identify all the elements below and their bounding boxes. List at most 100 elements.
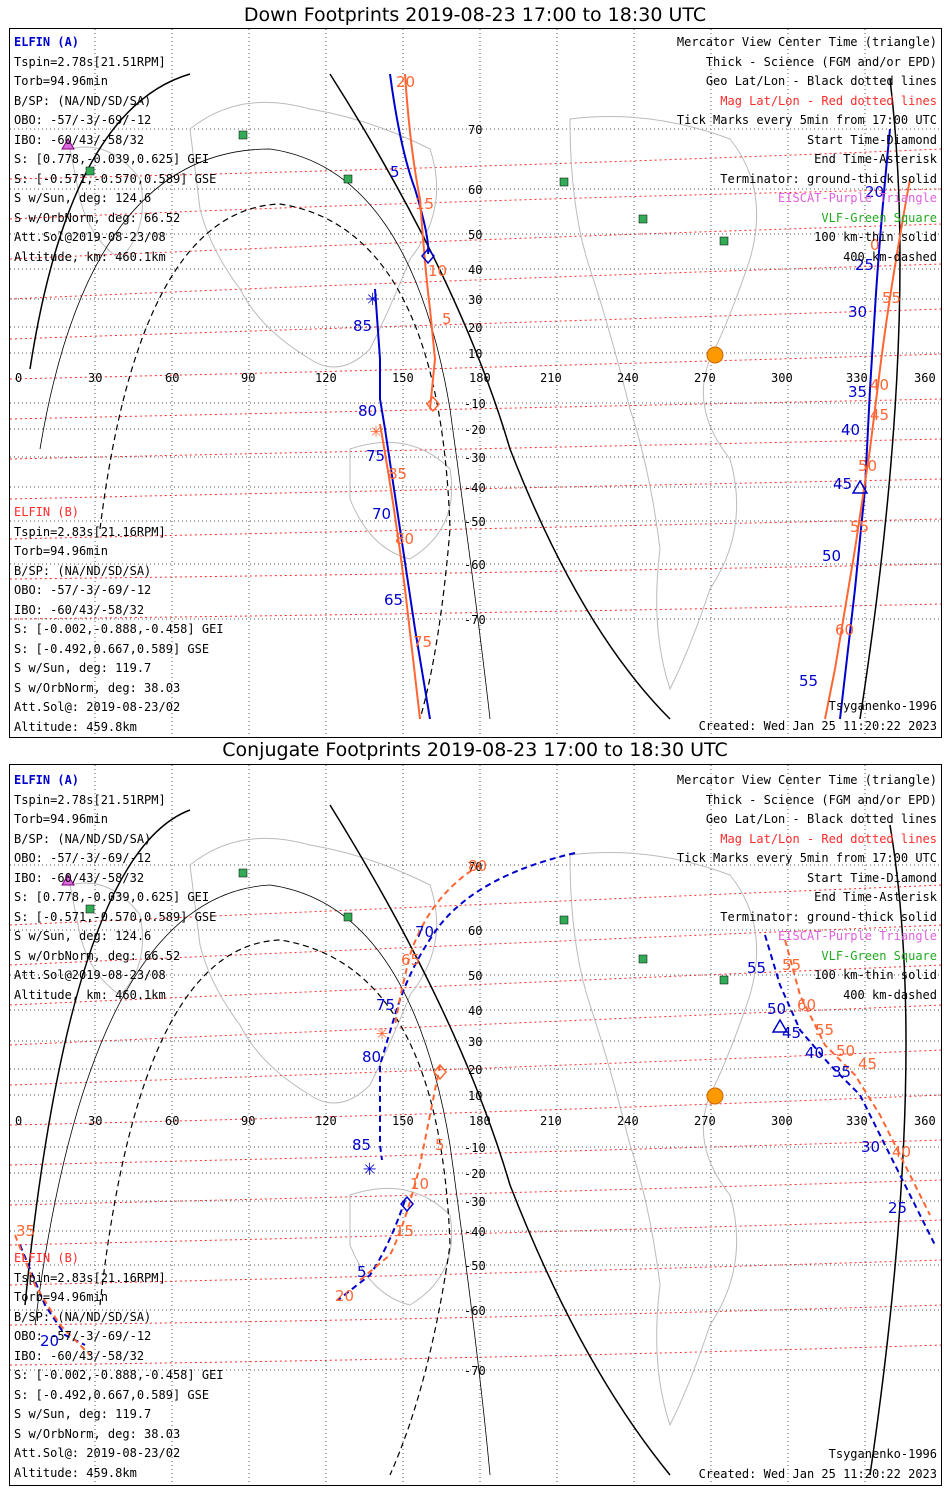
lat-tick: -50 (464, 1259, 486, 1273)
lat-tick: 20 (468, 1063, 482, 1077)
mag-grid (10, 884, 941, 1366)
lat-tick: 40 (468, 1004, 482, 1018)
info-line: Att.Sol@2019-08-23/08 (14, 230, 166, 244)
end-asterisk-a: ✳ (363, 1156, 376, 1181)
info-line: Att.Sol@: 2019-08-23/02 (14, 1446, 181, 1460)
lon-tick: 60 (165, 1114, 179, 1128)
start-diamond-a (400, 1195, 414, 1213)
lat-tick: -50 (464, 515, 486, 529)
time-label: 45 (858, 1055, 877, 1073)
vlf-square (559, 915, 569, 925)
lat-tick: -20 (464, 1167, 486, 1181)
legend-item: Terminator: ground-thick solid (720, 171, 937, 186)
time-label: 50 (858, 457, 877, 475)
time-label: 30 (848, 303, 867, 321)
elfin-b-track (14, 864, 931, 1356)
info-line: Torb=94.96min (14, 1290, 108, 1304)
elfin-a-name: ELFIN (A) (14, 35, 80, 49)
time-label: 5 (442, 310, 452, 328)
info-line: S: [-0.002,-0.888,-0.458] GEI (14, 1368, 224, 1382)
lat-tick: -60 (464, 558, 486, 572)
end-asterisk-b: ✳ (376, 1020, 388, 1044)
panel-title: Conjugate Footprints 2019-08-23 17:00 to… (222, 739, 728, 761)
time-label: 80 (358, 402, 377, 420)
lat-tick: 70 (468, 860, 482, 874)
lat-tick: 40 (468, 263, 482, 277)
lon-tick-labels: 0 30 60 90 120 150 180 210 240 270 300 3… (15, 1114, 936, 1128)
info-line: Tspin=2.83s[21.16RPM] (14, 1270, 166, 1285)
lon-tick: 210 (540, 1114, 562, 1128)
legend-item: VLF-Green Square (821, 210, 937, 225)
lat-tick: -30 (464, 451, 486, 465)
elfin-a-time-labels: 5 85 80 75 70 65 20 25 30 35 40 45 50 55 (353, 163, 884, 690)
time-label: 40 (841, 421, 860, 439)
end-asterisk-a: ✳ (366, 286, 379, 311)
info-line: B/SP: (NA/ND/SD/SA) (14, 1309, 152, 1324)
center-triangle-a (771, 1018, 789, 1033)
elfin-b-name: ELFIN (B) (14, 1251, 80, 1265)
lon-tick: 360 (914, 371, 936, 385)
info-line: S w/OrbNorm, deg: 66.52 (14, 210, 181, 225)
vlf-square (85, 904, 95, 914)
time-label: 5 (357, 1263, 367, 1281)
mag-grid (10, 148, 941, 620)
vlf-square (719, 236, 729, 246)
start-diamond-b (433, 1063, 447, 1081)
info-line: IBO: -60/43/-58/32 (14, 870, 145, 885)
legend-item: 100 km-thin solid (814, 968, 937, 982)
start-diamond-a (421, 247, 435, 265)
created-date: Created: Wed Jan 25 11:20:22 2023 (698, 718, 937, 733)
elfin-a-info: ELFIN (A) Tspin=2.78s[21.51RPM] Torb=94.… (14, 771, 216, 1005)
lat-tick: -40 (464, 1225, 486, 1239)
vlf-square (238, 130, 248, 140)
info-line: Torb=94.96min (14, 812, 108, 826)
legend-item: End Time-Asterisk (814, 890, 937, 904)
info-line: OBO: -57/-3/-69/-12 (14, 113, 152, 127)
map-canvas: ✳ ✳ 0 30 60 90 120 150 180 210 240 270 3… (10, 765, 941, 1485)
time-label: 45 (833, 475, 852, 493)
vlf-square (85, 166, 95, 176)
legend-item: Mercator View Center Time (triangle) (676, 773, 937, 787)
time-label: 60 (797, 996, 816, 1014)
time-label: 50 (767, 1000, 786, 1018)
lon-tick: 300 (771, 371, 793, 385)
vlf-square (719, 975, 729, 985)
time-label: 65 (384, 591, 403, 609)
time-label: 75 (413, 633, 432, 651)
coastlines (69, 837, 758, 1427)
center-triangle-a (851, 479, 869, 494)
vlf-square (238, 868, 248, 878)
info-line: Altitude: 459.8km (14, 1465, 137, 1480)
time-label: 70 (372, 505, 391, 523)
eiscat-triangle (61, 138, 75, 150)
lat-tick: -10 (464, 397, 486, 411)
legend-item: Mag Lat/Lon - Red dotted lines (720, 93, 937, 108)
lon-tick: 30 (88, 1114, 102, 1128)
time-label: 40 (870, 376, 889, 394)
lon-tick: 270 (694, 371, 716, 385)
elfin-a-time-labels: 70 75 80 85 5 55 50 45 40 35 30 25 20 (40, 923, 907, 1350)
lon-tick: 30 (88, 371, 102, 385)
legend: Mercator View Center Time (triangle) Thi… (677, 33, 937, 267)
lat-tick: -20 (464, 423, 486, 437)
lat-tick: 50 (468, 228, 482, 242)
time-label: 35 (832, 1063, 851, 1081)
info-line: Torb=94.96min (14, 74, 108, 88)
legend: Mercator View Center Time (triangle) Thi… (677, 771, 937, 1005)
legend-item: Geo Lat/Lon - Black dotted lines (705, 74, 937, 88)
info-line: Tspin=2.78s[21.51RPM] (14, 54, 166, 69)
time-label: 20 (865, 183, 884, 201)
elfin-a-track (374, 73, 891, 720)
footer-info: Tsyganenko-1996 Created: Wed Jan 25 11:2… (699, 1445, 937, 1484)
time-label: 65 (401, 951, 420, 969)
time-label: 20 (396, 73, 415, 91)
lon-tick: 300 (771, 1114, 793, 1128)
eiscat-triangle (61, 874, 75, 886)
time-label: 45 (782, 1024, 801, 1042)
map-canvas: ✳ ✳ 0 30 60 90 120 150 180 210 240 270 3… (10, 29, 941, 737)
time-label: 5 (390, 163, 400, 181)
time-label: 80 (468, 857, 487, 875)
time-label: 50 (836, 1042, 855, 1060)
legend-item: VLF-Green Square (821, 948, 937, 963)
legend-item: Tick Marks every 5min from 17:00 UTC (676, 113, 937, 127)
